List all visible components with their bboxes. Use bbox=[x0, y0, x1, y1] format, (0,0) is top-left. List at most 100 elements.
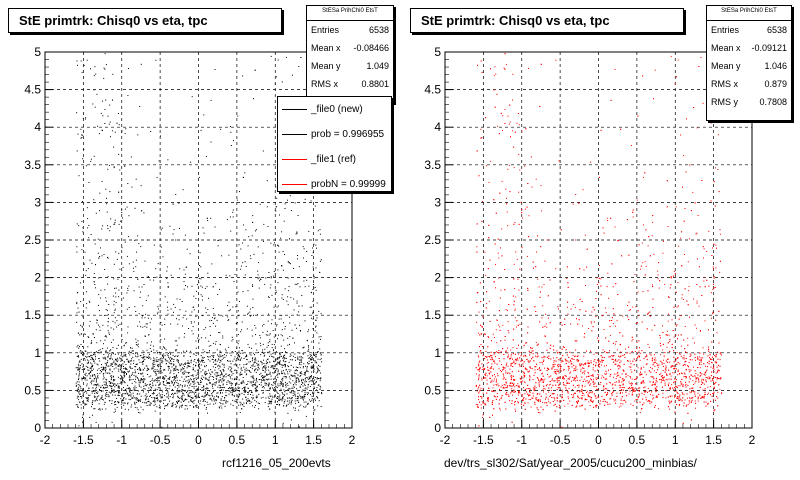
data-point bbox=[290, 369, 292, 371]
data-point bbox=[271, 294, 273, 296]
data-point bbox=[304, 372, 306, 373]
data-point bbox=[267, 406, 269, 408]
data-point bbox=[222, 400, 224, 402]
data-point bbox=[286, 404, 288, 406]
data-point bbox=[114, 408, 116, 410]
data-point bbox=[288, 361, 290, 363]
data-point bbox=[176, 355, 178, 357]
data-point bbox=[274, 387, 276, 388]
data-point bbox=[164, 358, 166, 360]
data-point bbox=[213, 376, 214, 378]
data-point bbox=[305, 377, 307, 378]
data-point bbox=[83, 369, 85, 370]
data-point bbox=[82, 388, 84, 390]
data-point bbox=[281, 392, 283, 394]
data-point bbox=[78, 425, 80, 427]
data-point bbox=[273, 344, 275, 346]
data-point bbox=[274, 360, 276, 362]
data-point bbox=[107, 276, 109, 278]
data-point bbox=[317, 351, 319, 352]
data-point bbox=[237, 386, 239, 388]
data-point bbox=[319, 378, 321, 380]
data-point bbox=[310, 355, 312, 357]
data-point bbox=[244, 172, 246, 174]
data-point bbox=[93, 360, 94, 362]
data-point bbox=[82, 421, 83, 423]
data-point bbox=[130, 395, 132, 397]
data-point bbox=[176, 377, 178, 379]
data-point bbox=[125, 342, 126, 344]
data-point bbox=[138, 359, 140, 361]
data-point bbox=[195, 374, 197, 376]
data-point bbox=[315, 372, 317, 374]
data-point bbox=[221, 373, 223, 375]
data-point bbox=[104, 397, 106, 399]
data-point bbox=[301, 295, 303, 296]
data-point bbox=[284, 208, 286, 209]
data-point bbox=[150, 402, 152, 404]
data-point bbox=[287, 389, 289, 391]
data-point bbox=[257, 402, 259, 404]
data-point bbox=[219, 376, 221, 378]
data-point bbox=[246, 355, 248, 357]
data-point bbox=[99, 407, 101, 409]
data-point bbox=[184, 408, 186, 410]
data-point bbox=[113, 167, 115, 169]
data-point bbox=[80, 404, 82, 406]
data-point bbox=[285, 358, 287, 359]
data-point bbox=[131, 360, 132, 362]
data-point bbox=[250, 258, 252, 260]
data-point bbox=[274, 391, 276, 392]
data-point bbox=[301, 373, 303, 375]
data-point bbox=[243, 405, 245, 407]
data-point bbox=[315, 362, 317, 364]
data-point bbox=[146, 239, 148, 241]
data-point bbox=[297, 258, 298, 260]
data-point bbox=[193, 406, 195, 408]
data-point bbox=[212, 383, 214, 385]
data-point bbox=[278, 334, 279, 336]
data-point bbox=[127, 402, 129, 404]
data-point bbox=[312, 365, 314, 367]
data-point bbox=[281, 398, 283, 400]
data-point bbox=[126, 358, 128, 360]
data-point bbox=[149, 347, 151, 349]
data-point bbox=[92, 390, 94, 392]
data-point bbox=[158, 380, 160, 382]
data-point bbox=[315, 356, 317, 358]
data-point bbox=[120, 365, 122, 367]
data-point bbox=[169, 376, 171, 378]
data-point bbox=[121, 247, 123, 249]
data-point bbox=[300, 371, 302, 373]
data-point bbox=[93, 378, 95, 380]
data-point bbox=[118, 401, 120, 403]
data-point bbox=[151, 393, 153, 395]
data-point bbox=[205, 377, 207, 379]
data-point bbox=[81, 352, 83, 354]
data-point bbox=[301, 305, 303, 307]
data-point bbox=[186, 362, 188, 364]
data-point bbox=[131, 367, 133, 369]
data-point bbox=[181, 363, 183, 365]
data-point bbox=[126, 374, 127, 375]
data-point bbox=[279, 362, 281, 364]
data-point bbox=[304, 381, 306, 383]
data-point bbox=[227, 316, 229, 318]
data-point bbox=[267, 345, 269, 346]
data-point bbox=[106, 203, 108, 205]
data-point bbox=[98, 277, 100, 279]
data-point bbox=[317, 358, 319, 360]
data-point bbox=[252, 215, 254, 217]
data-point bbox=[262, 386, 264, 387]
data-point bbox=[304, 286, 306, 288]
data-point bbox=[94, 374, 96, 376]
data-point bbox=[265, 390, 267, 392]
data-point bbox=[275, 206, 277, 208]
data-point bbox=[203, 114, 205, 116]
data-point bbox=[230, 354, 232, 356]
data-point bbox=[76, 223, 78, 225]
data-point bbox=[198, 369, 200, 371]
data-point bbox=[82, 416, 83, 418]
data-point bbox=[217, 396, 219, 398]
data-point bbox=[86, 379, 88, 381]
